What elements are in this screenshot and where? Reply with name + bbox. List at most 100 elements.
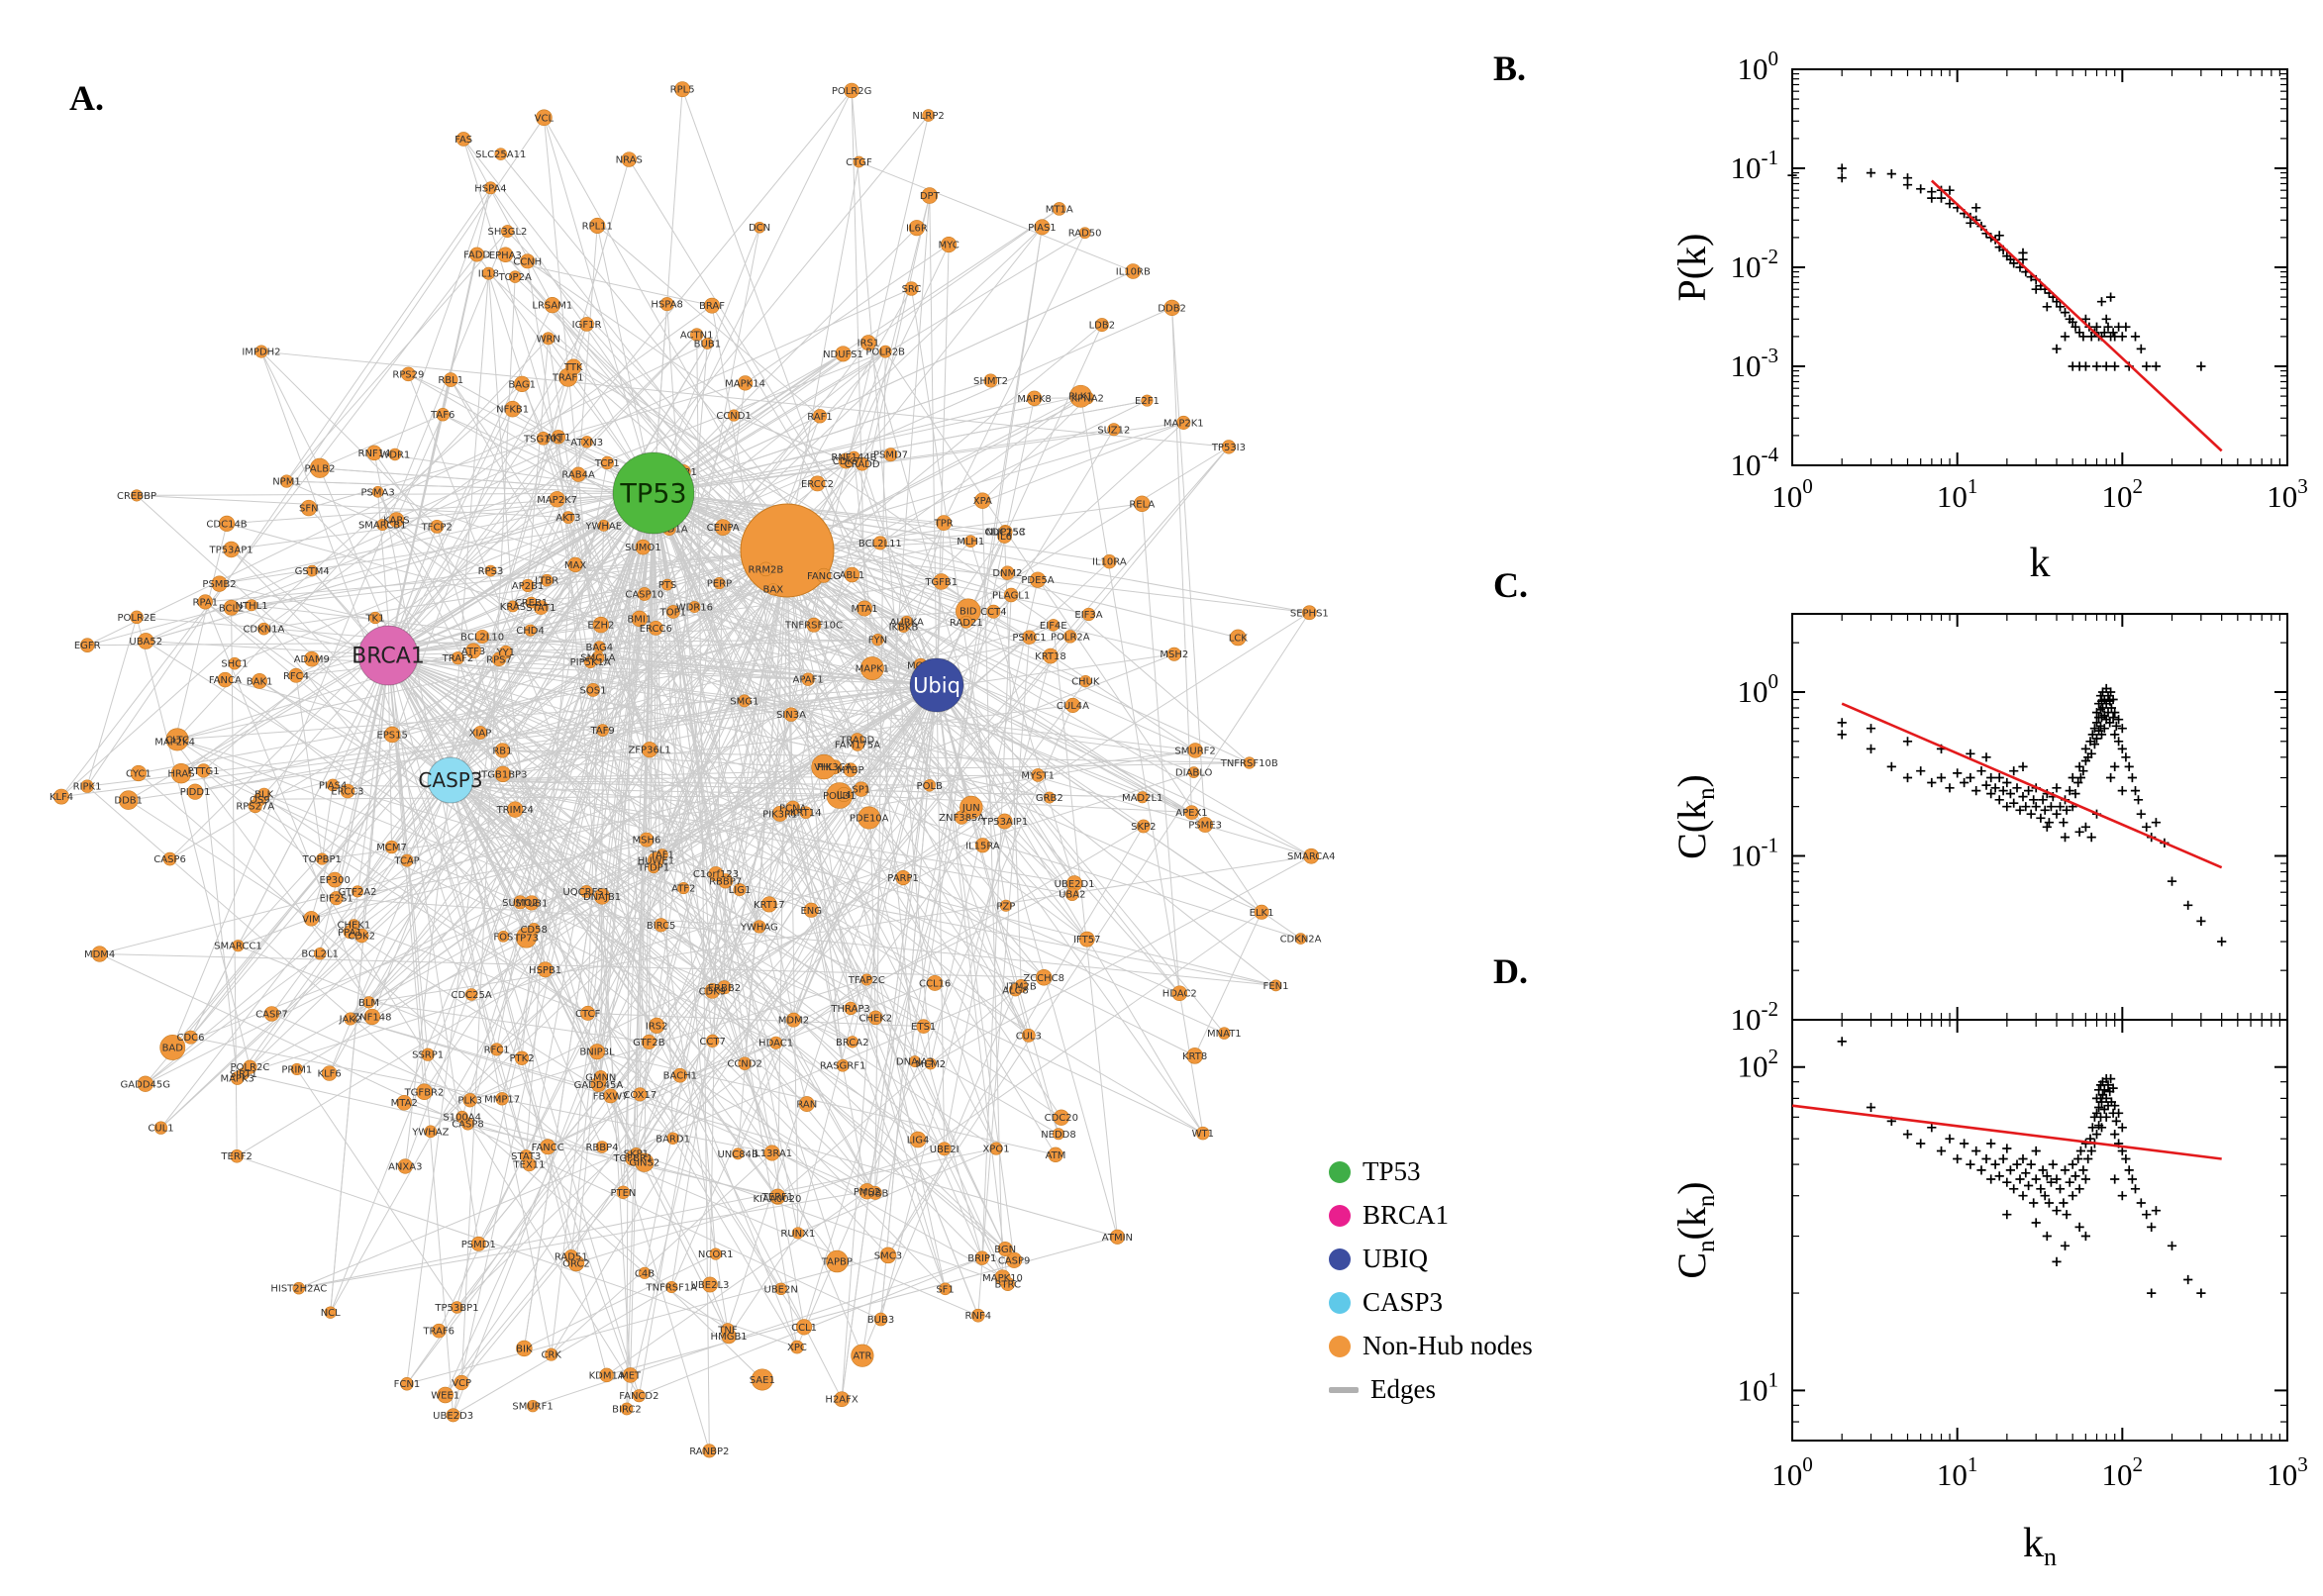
- plot-frame: [1791, 613, 2288, 1021]
- node-label: DNAJA3: [896, 1057, 934, 1068]
- node-label: LCK: [1229, 633, 1249, 644]
- node-label: ZNF385A: [939, 813, 984, 824]
- network-node: [835, 346, 852, 362]
- node-label: VHL: [814, 762, 834, 773]
- node-label: CRK: [541, 1350, 561, 1361]
- network-node: [1081, 607, 1096, 622]
- tick-label: 100: [1771, 1452, 1813, 1492]
- node-label: C1orf123: [693, 869, 739, 880]
- network-node: [516, 1340, 533, 1357]
- network-node: [159, 1035, 186, 1060]
- node-label: MAPK1: [856, 664, 889, 675]
- network-node: [183, 1030, 198, 1045]
- network-node: [589, 217, 606, 234]
- node-label: NRAS: [616, 155, 643, 166]
- node-label: CDC20: [1045, 1113, 1078, 1124]
- network-node: [599, 1367, 614, 1383]
- network-node: [790, 1340, 804, 1354]
- node-label: RBBP4: [585, 1143, 618, 1153]
- node-label: MTA1: [851, 604, 877, 615]
- node-label: SIN3A: [776, 710, 806, 721]
- node-label: PSMD1: [461, 1240, 496, 1250]
- non-hub-nodes: [53, 81, 1320, 1458]
- node-label: TOPBP1: [302, 854, 342, 865]
- node-label: ZCCHC8: [1023, 973, 1064, 984]
- node-label: PSMA3: [360, 487, 394, 498]
- node-label: ATF3: [461, 647, 485, 657]
- node-label: NCOR1: [698, 1249, 734, 1260]
- network-node: [561, 511, 575, 524]
- node-label: CCL1: [791, 1323, 817, 1334]
- network-node: [595, 1141, 609, 1153]
- node-label: NCL: [321, 1308, 341, 1319]
- network-node: [844, 82, 859, 99]
- tick-label: 10-2: [1730, 245, 1778, 284]
- node-label: RAD21: [950, 618, 983, 629]
- network-node: [848, 450, 860, 463]
- network-node: [665, 1280, 678, 1294]
- network-node: [304, 650, 320, 667]
- network-node: [1166, 647, 1181, 661]
- network-node: [343, 925, 357, 940]
- legend-edge-swatch: [1329, 1386, 1359, 1393]
- network-node: [1064, 697, 1081, 713]
- network-node: [639, 832, 655, 848]
- network-node: [600, 455, 614, 470]
- node-label: FCN1: [394, 1379, 421, 1390]
- tick-label: 100: [1771, 474, 1813, 514]
- network-node: [728, 409, 741, 422]
- network-node: [771, 1192, 783, 1205]
- node-label: NUP153: [985, 528, 1025, 539]
- network-node: [997, 529, 1012, 544]
- node-label: TUBB: [860, 1188, 888, 1199]
- network-node: [909, 1055, 921, 1068]
- network-node: [508, 270, 522, 283]
- network-node: [798, 1096, 815, 1112]
- network-node: [706, 1034, 720, 1047]
- network-node: [738, 694, 752, 708]
- y-axis-title: Cn(kn): [1673, 1181, 1720, 1278]
- network-node: [451, 1301, 463, 1314]
- network-node: [514, 1050, 530, 1065]
- node-label: DNAJB1: [583, 892, 621, 903]
- network-node: [1102, 554, 1117, 569]
- panel-b-label: B.: [1493, 49, 1527, 88]
- network-node: [1022, 630, 1037, 645]
- network-node: [760, 896, 777, 913]
- node-label: MDM4: [84, 949, 115, 960]
- node-label: TCAP: [393, 856, 419, 867]
- node-label: WDR16: [676, 603, 713, 614]
- network-node: [490, 1043, 504, 1056]
- network-node: [937, 1142, 952, 1156]
- tick-label: 10-3: [1730, 344, 1778, 383]
- network-node: [79, 638, 95, 652]
- node-label: CRADD: [845, 459, 880, 470]
- node-label: FOS: [493, 932, 513, 943]
- node-label: TERF2: [220, 1151, 252, 1162]
- network-node: [1218, 1027, 1231, 1040]
- network-node: [197, 594, 213, 610]
- node-label: BIRC2: [612, 1405, 642, 1416]
- network-node: [974, 1250, 989, 1265]
- network-node: [641, 1035, 656, 1049]
- network-node: [648, 620, 663, 636]
- network-node: [473, 726, 487, 740]
- node-label: TRADD: [839, 736, 874, 747]
- hub-label-ubiq: Ubiq: [913, 673, 960, 697]
- node-label: RB1: [492, 746, 512, 756]
- network-node: [633, 1087, 648, 1102]
- legend-label: BRCA1: [1363, 1200, 1450, 1230]
- node-label: YY1: [496, 648, 516, 658]
- node-label: LDB2: [1089, 321, 1116, 332]
- network-node: [597, 519, 610, 532]
- network-node: [661, 578, 673, 591]
- node-label: XPO1: [982, 1145, 1009, 1155]
- network-node: [754, 221, 765, 234]
- node-label: BGN: [994, 1245, 1016, 1255]
- node-label: IRS2: [646, 1021, 668, 1032]
- node-label: RIPK1: [73, 782, 102, 793]
- node-label: BUB3: [867, 1315, 894, 1326]
- network-node: [520, 253, 536, 269]
- network-node: [936, 515, 953, 531]
- network-node: [857, 600, 872, 617]
